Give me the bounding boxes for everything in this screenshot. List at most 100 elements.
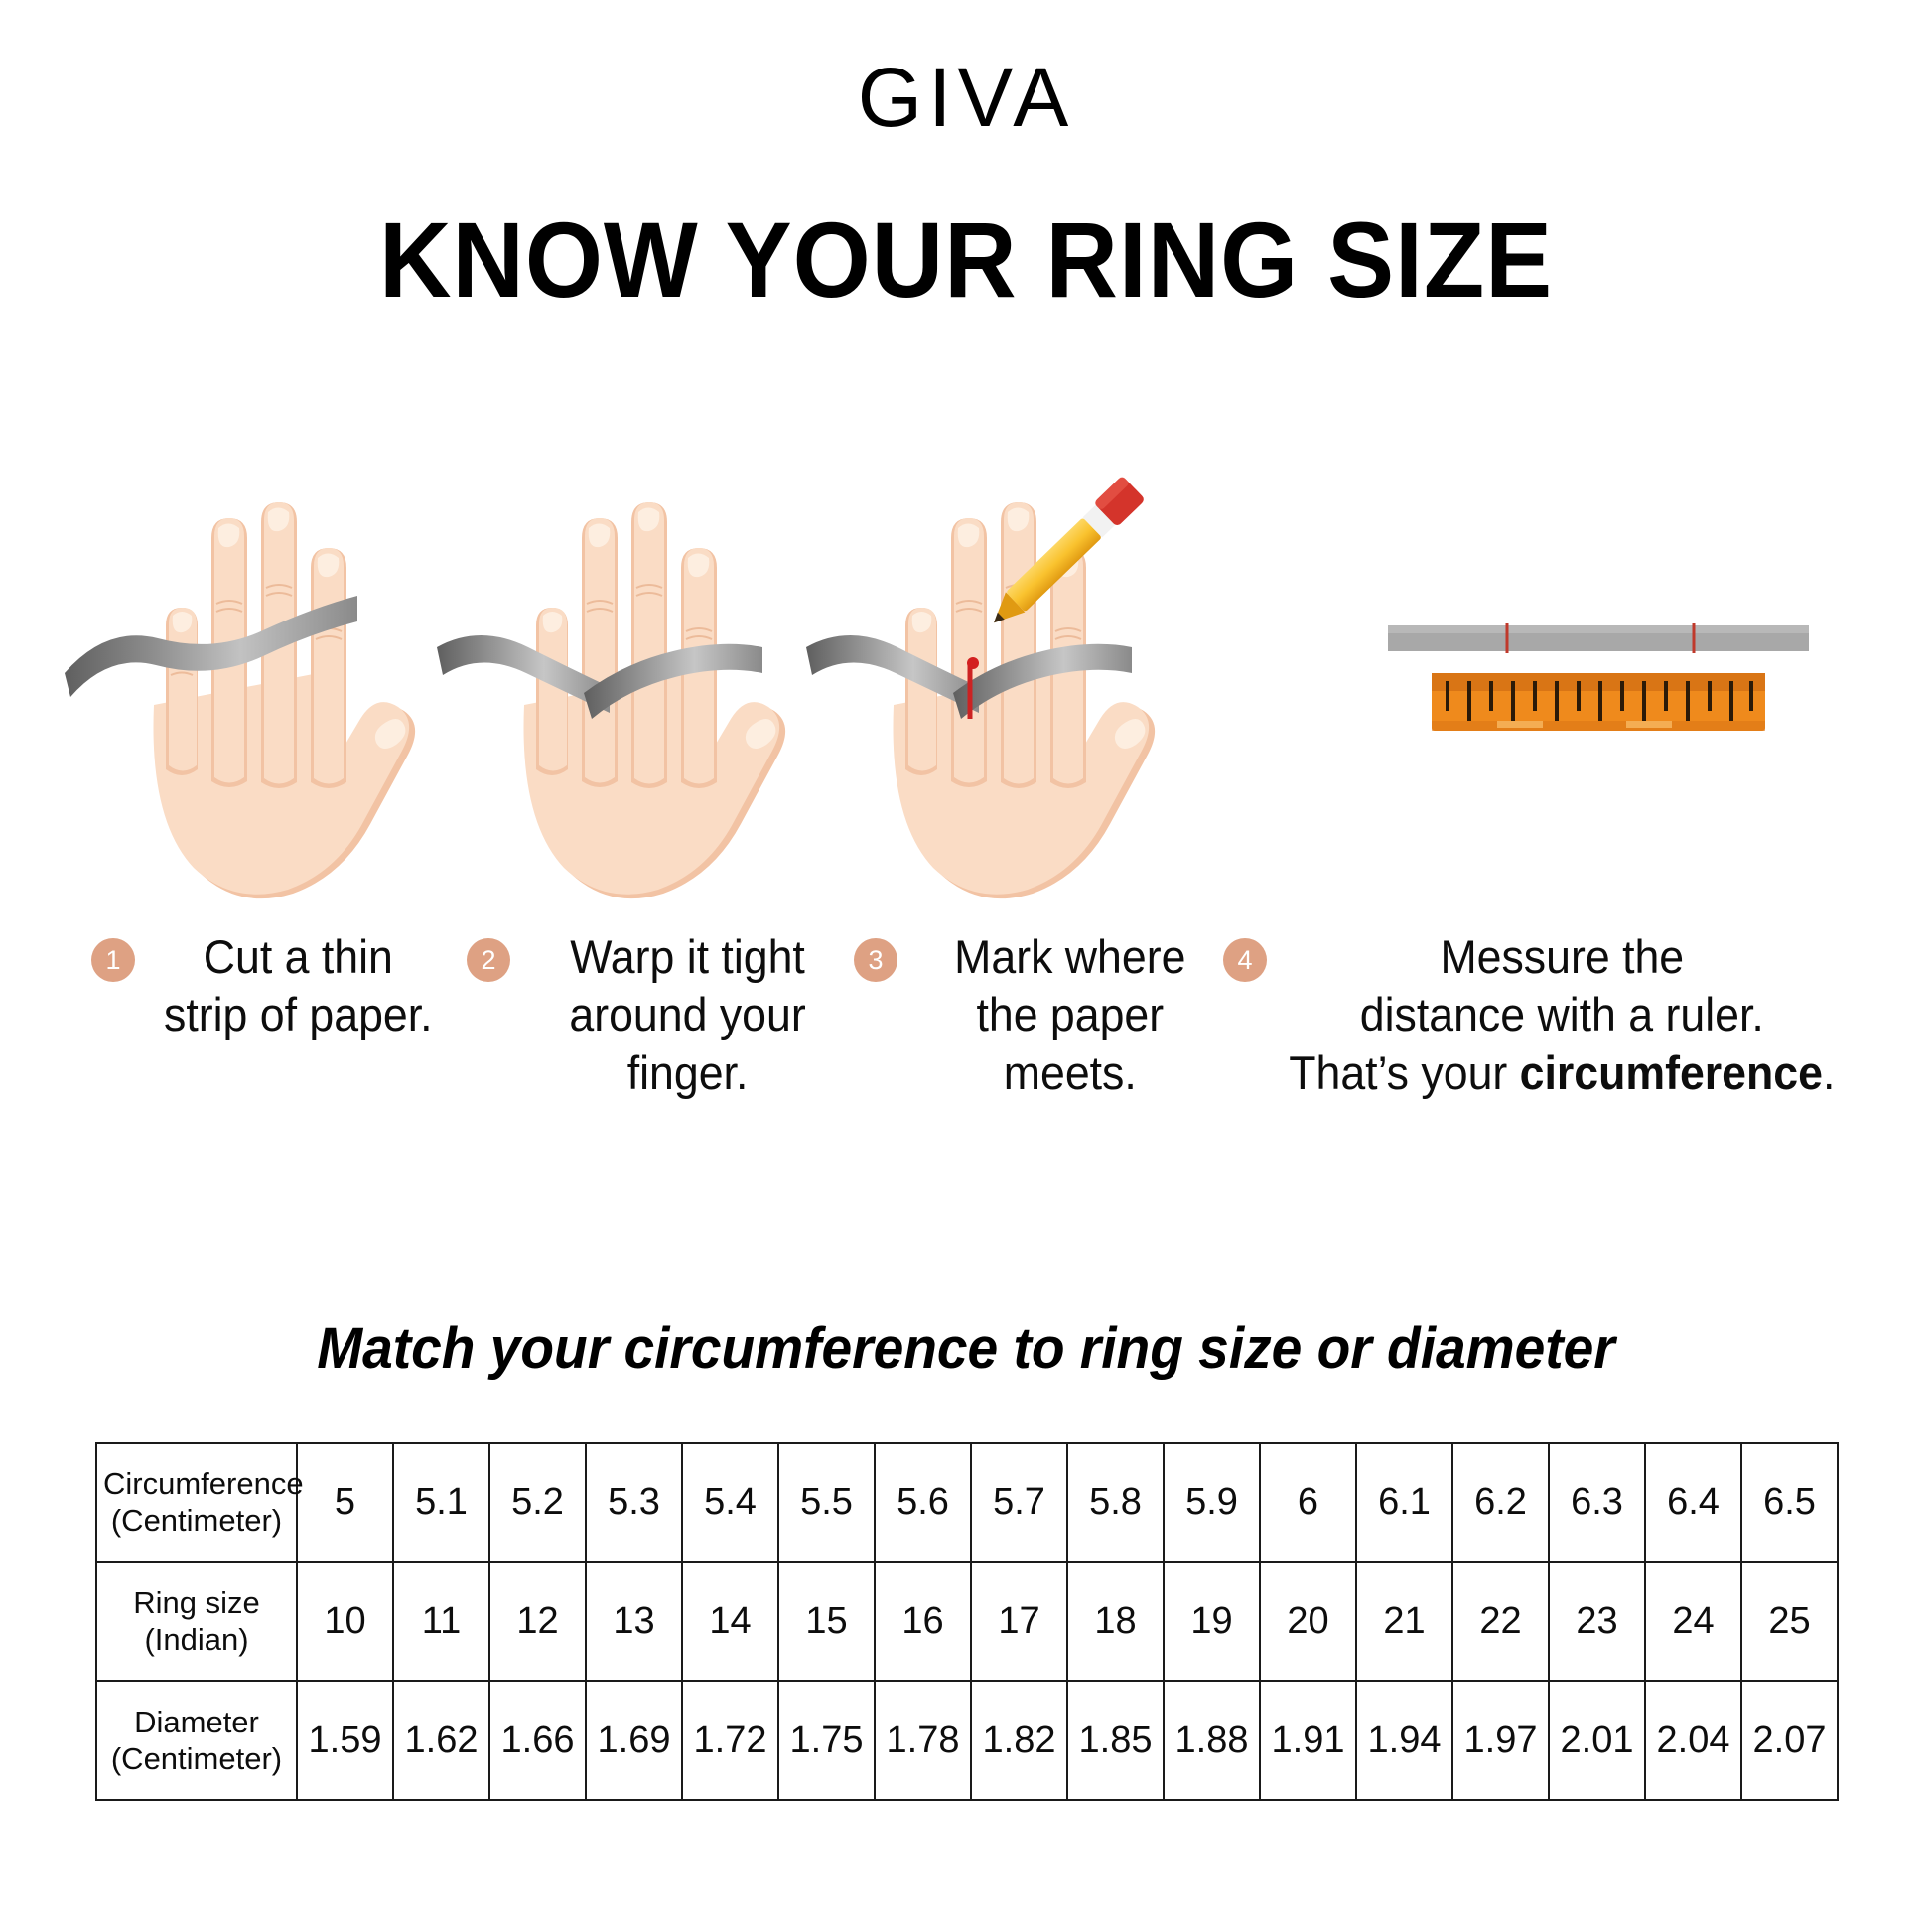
step-caption-4: 4 Messure the distance with a ruler. Tha…	[1223, 928, 1868, 1102]
step-4-prefix: That’s your	[1289, 1045, 1520, 1099]
step-4-illustration	[1380, 427, 1847, 923]
table-cell: 21	[1355, 1561, 1453, 1682]
table-subtitle: Match your circumference to ring size or…	[317, 1316, 1615, 1381]
step-badge-3: 3	[854, 938, 897, 982]
step-4-bold-term: circumference	[1519, 1045, 1823, 1099]
table-cell: 1.94	[1355, 1680, 1453, 1801]
row-header-line-2: (Centimeter)	[110, 1503, 283, 1538]
table-cell: 5.2	[488, 1442, 587, 1563]
row-header-line-2: (Indian)	[144, 1622, 249, 1657]
step-badge-4: 4	[1223, 938, 1267, 982]
table-cell: 2.07	[1740, 1680, 1839, 1801]
step-1-line-1: Cut a thin	[203, 930, 393, 983]
step-caption-1: 1 Cut a thin strip of paper.	[91, 928, 459, 1044]
step-4-line-3: That’s your circumference.	[1285, 1044, 1840, 1102]
step-2-illustration	[425, 427, 842, 923]
step-4-line-1: Messure the	[1440, 930, 1685, 983]
step-3-line-2: the paper meets.	[976, 988, 1165, 1099]
step-2-line-1: Warp it tight	[570, 930, 805, 983]
table-cell: 17	[970, 1561, 1068, 1682]
table-cell: 1.78	[874, 1680, 972, 1801]
ring-size-table-body: Circumference (Centimeter) 5 5.1 5.2 5.3 5.4 5.…	[95, 1442, 1839, 1801]
table-cell: 24	[1644, 1561, 1742, 1682]
table-cell: 6.4	[1644, 1442, 1742, 1563]
page-title: KNOW YOUR RING SIZE	[378, 200, 1554, 320]
table-cell: 5.4	[681, 1442, 779, 1563]
row-header-line-1: Circumference	[103, 1465, 304, 1501]
step-caption-2: 2 Warp it tight around your finger.	[467, 928, 864, 1102]
table-cell: 14	[681, 1561, 779, 1682]
hand-graphic	[893, 502, 1156, 899]
table-cell: 1.85	[1066, 1680, 1165, 1801]
table-cell: 5.3	[585, 1442, 683, 1563]
table-cell: 2.04	[1644, 1680, 1742, 1801]
table-cell: 18	[1066, 1561, 1165, 1682]
paper-strip-wrapped	[437, 635, 762, 719]
step-1-illustration	[55, 427, 472, 923]
table-cell: 25	[1740, 1561, 1839, 1682]
step-3-line-1: Mark where	[954, 930, 1186, 983]
mark-dot	[967, 657, 979, 669]
table-cell: 12	[488, 1561, 587, 1682]
table-cell: 11	[392, 1561, 490, 1682]
table-row: Circumference (Centimeter) 5 5.1 5.2 5.3 5.4 5.…	[95, 1442, 1839, 1563]
steps-illustrations	[0, 427, 1932, 923]
table-cell: 1.88	[1163, 1680, 1261, 1801]
table-cell: 1.91	[1259, 1680, 1357, 1801]
table-cell: 16	[874, 1561, 972, 1682]
table-cell: 10	[296, 1561, 394, 1682]
table-cell: 5.7	[970, 1442, 1068, 1563]
table-cell: 15	[777, 1561, 876, 1682]
table-cell: 22	[1451, 1561, 1550, 1682]
step-4-suffix: .	[1822, 1045, 1836, 1099]
table-cell: 1.59	[296, 1680, 394, 1801]
table-cell: 19	[1163, 1561, 1261, 1682]
table-cell: 5.6	[874, 1442, 972, 1563]
table-cell: 5	[296, 1442, 394, 1563]
paper-strip-flat	[1388, 623, 1809, 653]
table-row-header: Circumference (Centimeter)	[95, 1442, 304, 1563]
row-header-line-1: Diameter	[134, 1704, 259, 1739]
step-text-4: Messure the distance with a ruler. That’…	[1285, 928, 1840, 1102]
table-cell: 6.3	[1548, 1442, 1646, 1563]
table-row: Diameter (Centimeter) 1.59 1.62 1.66 1.69 1.72…	[95, 1680, 1839, 1801]
table-cell: 2.01	[1548, 1680, 1646, 1801]
table-cell: 1.66	[488, 1680, 587, 1801]
step-badge-1: 1	[91, 938, 135, 982]
table-cell: 1.82	[970, 1680, 1068, 1801]
step-text-1: Cut a thin strip of paper.	[153, 928, 444, 1044]
table-cell: 1.75	[777, 1680, 876, 1801]
step-3-illustration	[794, 427, 1211, 923]
table-cell: 1.97	[1451, 1680, 1550, 1801]
table-cell: 6.2	[1451, 1442, 1550, 1563]
paper-strip	[65, 596, 357, 697]
ring-size-table: Circumference (Centimeter) 5 5.1 5.2 5.3 5.4 5.…	[95, 1442, 1839, 1801]
table-cell: 1.72	[681, 1680, 779, 1801]
table-cell: 5.8	[1066, 1442, 1165, 1563]
table-row-header: Ring size (Indian)	[95, 1561, 298, 1682]
table-cell: 6.5	[1740, 1442, 1839, 1563]
row-header-line-1: Ring size	[133, 1585, 260, 1620]
table-cell: 20	[1259, 1561, 1357, 1682]
table-cell: 1.62	[392, 1680, 490, 1801]
table-cell: 23	[1548, 1561, 1646, 1682]
table-cell: 5.1	[392, 1442, 490, 1563]
step-text-3: Mark where the paper meets.	[915, 928, 1225, 1102]
step-captions: 1 Cut a thin strip of paper. 2 Warp it t…	[0, 928, 1932, 1157]
table-row: Ring size (Indian) 10 11 12 13 14 15 16 17 18 19 20 2…	[95, 1561, 1839, 1682]
ruler-icon	[1432, 673, 1765, 731]
step-text-2: Warp it tight around your finger.	[528, 928, 847, 1102]
table-row-header: Diameter (Centimeter)	[95, 1680, 298, 1801]
step-4-line-2: distance with a ruler.	[1359, 988, 1764, 1041]
hand-graphic	[153, 502, 416, 899]
table-cell: 6	[1259, 1442, 1357, 1563]
brand-logo: GIVA	[857, 51, 1075, 144]
hand-graphic	[523, 502, 786, 899]
row-header-line-2: (Centimeter)	[110, 1741, 283, 1776]
step-caption-3: 3 Mark where the paper meets.	[854, 928, 1241, 1102]
table-cell: 1.69	[585, 1680, 683, 1801]
step-badge-2: 2	[467, 938, 510, 982]
paper-strip-marked	[806, 635, 1132, 719]
step-2-line-2: around your finger.	[569, 988, 806, 1099]
pencil-icon	[994, 477, 1144, 623]
